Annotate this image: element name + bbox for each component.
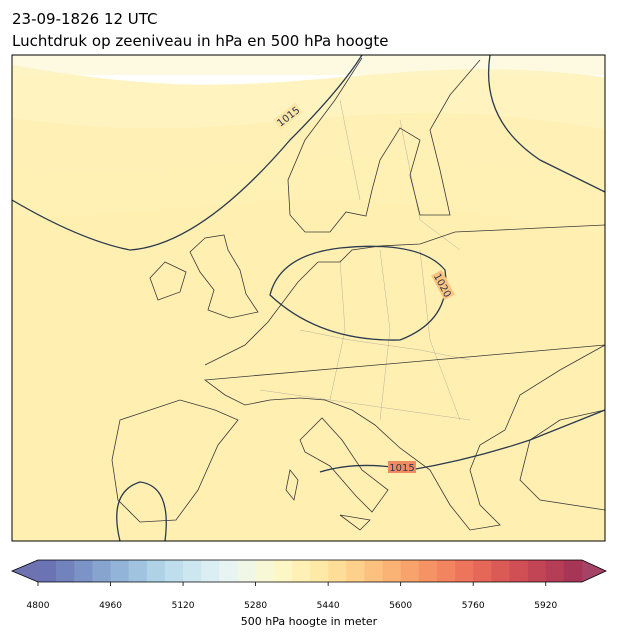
- colorbar-tick-label: 5760: [462, 601, 485, 611]
- colorbar-segment: [92, 560, 111, 582]
- colorbar-segment: [382, 560, 401, 582]
- colorbar-segment: [346, 560, 365, 582]
- colorbar-extend-low: [12, 560, 38, 582]
- colorbar-segment: [219, 560, 238, 582]
- isobar: [116, 481, 167, 541]
- colorbar-tick-label: 5440: [317, 601, 340, 611]
- colorbar-extend-high: [582, 560, 606, 582]
- colorbar-segment: [491, 560, 510, 582]
- turkey-coast: [519, 409, 605, 511]
- colorbar-tick-label: 5280: [244, 601, 267, 611]
- label-bg: [273, 102, 303, 130]
- colorbar-segment: [128, 560, 148, 582]
- colorbar-segment: [273, 560, 293, 582]
- colorbar-segment: [237, 560, 256, 582]
- colorbar-segment: [255, 560, 275, 582]
- colorbar-tick-label: 4960: [99, 601, 122, 611]
- colorbar-segment: [291, 560, 311, 582]
- contour-label: 1015: [389, 463, 414, 474]
- scandinavia: [287, 57, 481, 233]
- colorbar-label: 500 hPa hoogte in meter: [241, 615, 378, 628]
- colorbar-segment: [310, 560, 329, 582]
- mainland-coast: [203, 224, 605, 531]
- title: 23-09-1826 12 UTC: [12, 10, 158, 28]
- label-bg: [431, 269, 455, 301]
- colorbar-outline: [10, 559, 607, 583]
- colorbar-segment: [418, 560, 438, 582]
- colorbar-tick-label: 5920: [534, 601, 557, 611]
- colorbar-segment: [455, 560, 474, 582]
- isobar: [487, 55, 605, 193]
- height-band: [12, 55, 605, 75]
- height-bands: [12, 55, 605, 541]
- colorbar-segment: [164, 560, 184, 582]
- country-borders: [259, 99, 471, 421]
- ireland: [149, 261, 187, 301]
- colorbar-segment: [56, 560, 75, 582]
- colorbar-segment: [527, 560, 547, 582]
- colorbar-segment: [74, 560, 93, 582]
- colorbar-segment: [38, 560, 57, 582]
- subtitle: Luchtdruk op zeeniveau in hPa en 500 hPa…: [12, 32, 388, 50]
- colorbar-segment: [110, 560, 129, 582]
- colorbar-segment: [545, 560, 565, 582]
- colorbar-segment: [563, 560, 583, 582]
- italy: [285, 417, 389, 531]
- colorbar-segment: [146, 560, 166, 582]
- colorbar-segment: [328, 560, 347, 582]
- britain: [189, 234, 259, 319]
- isobar: [269, 245, 447, 341]
- colorbar-segment: [436, 560, 456, 582]
- height-band: [12, 64, 605, 541]
- colorbar-tick-label: 5600: [389, 601, 412, 611]
- map-frame: [11, 54, 606, 542]
- colorbar-segment: [509, 560, 528, 582]
- colorbar-segment: [364, 560, 383, 582]
- iberia: [111, 399, 239, 523]
- colorbar-segment: [183, 560, 202, 582]
- colorbar-tick-label: 4800: [27, 601, 50, 611]
- colorbar-segment: [400, 560, 420, 582]
- colorbar-segment: [201, 560, 220, 582]
- isobar: [12, 55, 363, 251]
- label-bg: [388, 461, 416, 473]
- colorbar: 4800 4960 5120 5280 5440 5600 5760 5920: [10, 559, 607, 611]
- colorbar-tick-label: 5120: [172, 601, 195, 611]
- map-features: [12, 55, 605, 541]
- colorbar-segment: [473, 560, 492, 582]
